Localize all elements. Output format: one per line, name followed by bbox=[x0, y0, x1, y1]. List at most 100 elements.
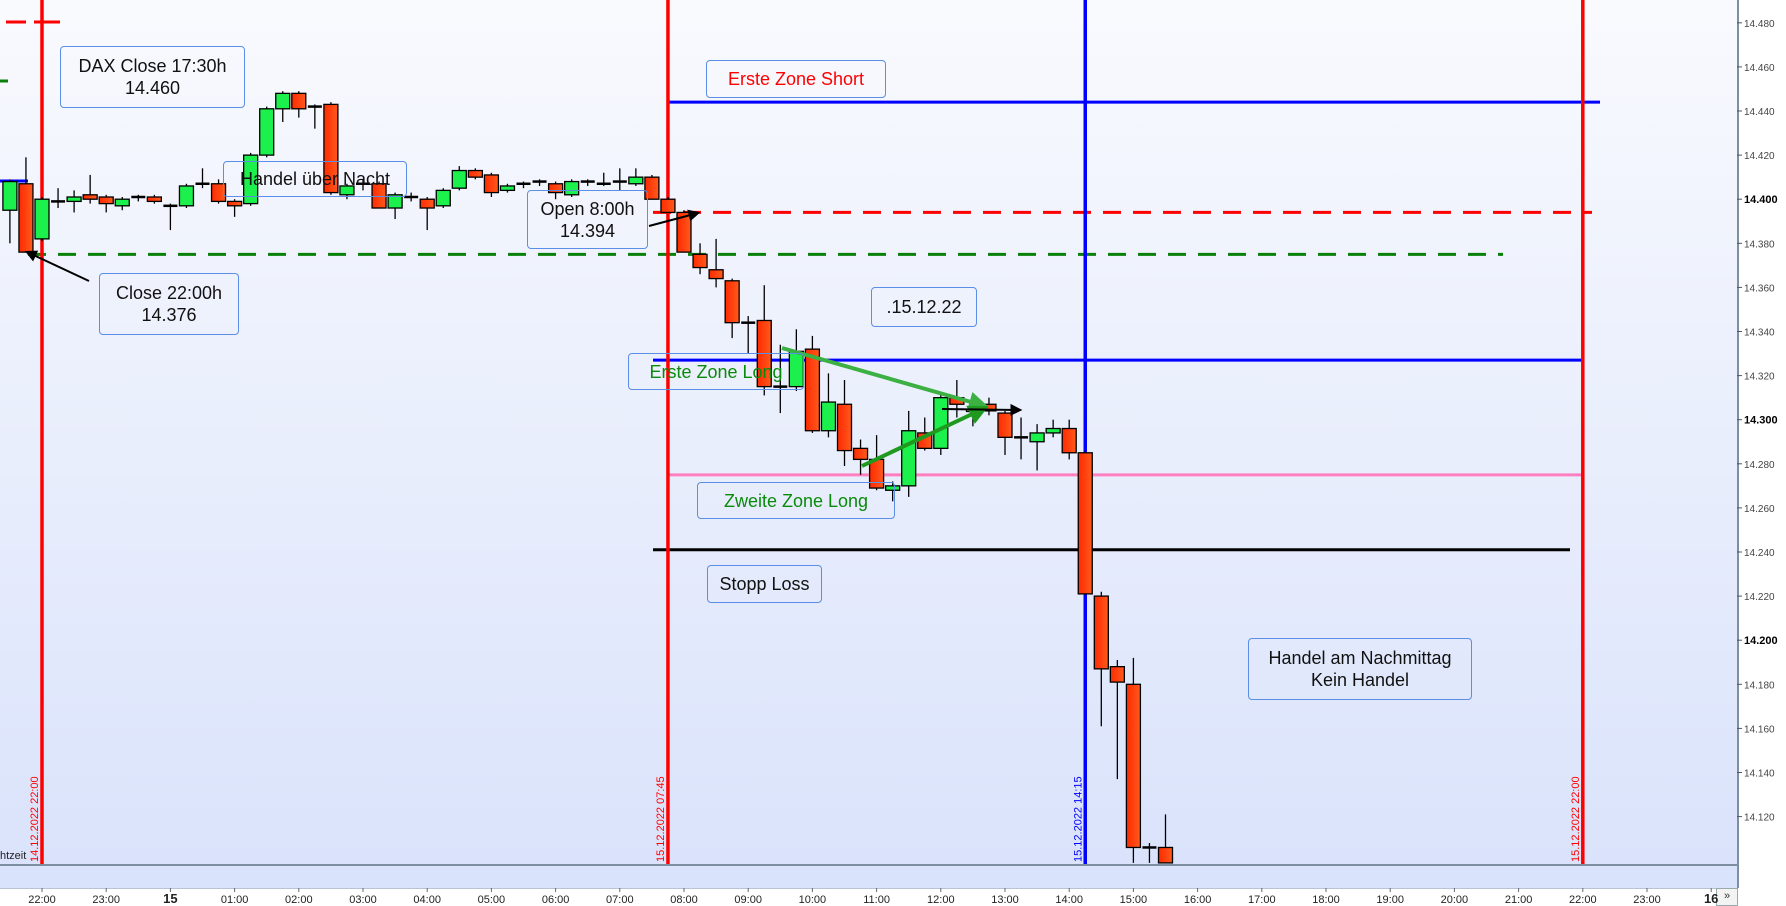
time-tick-label: 10:00 bbox=[799, 894, 827, 905]
candle[interactable] bbox=[933, 393, 949, 455]
candle[interactable] bbox=[820, 373, 837, 438]
candle[interactable] bbox=[1093, 591, 1109, 727]
candle[interactable] bbox=[532, 179, 547, 186]
candle[interactable] bbox=[628, 168, 644, 186]
time-tick-label: 11:00 bbox=[863, 894, 890, 905]
candle[interactable] bbox=[226, 199, 243, 217]
candle[interactable] bbox=[18, 157, 34, 253]
candle[interactable] bbox=[82, 174, 98, 204]
time-tick-label: 06:00 bbox=[542, 894, 570, 905]
candle[interactable] bbox=[98, 194, 114, 213]
trend-arrow-up[interactable] bbox=[861, 405, 989, 468]
candle[interactable] bbox=[291, 91, 307, 118]
candle[interactable] bbox=[564, 179, 580, 197]
candle[interactable] bbox=[596, 172, 611, 186]
candle-body-down bbox=[660, 198, 676, 214]
open-arrow[interactable] bbox=[648, 209, 701, 227]
candle[interactable] bbox=[483, 172, 500, 197]
candle[interactable] bbox=[692, 243, 708, 275]
note-short-zone-text: Erste Zone Short bbox=[727, 69, 865, 89]
candle[interactable] bbox=[1125, 657, 1142, 863]
candle-body-down bbox=[419, 198, 435, 209]
candle[interactable] bbox=[1109, 660, 1125, 780]
candle[interactable] bbox=[34, 196, 50, 242]
close-arrow[interactable] bbox=[24, 250, 90, 282]
candle[interactable] bbox=[146, 194, 163, 204]
candle[interactable] bbox=[467, 168, 484, 180]
note-dax-close[interactable]: DAX Close 17:30h 14.460 bbox=[60, 46, 245, 108]
candle[interactable] bbox=[804, 335, 821, 433]
candle[interactable] bbox=[1157, 814, 1174, 864]
candle[interactable] bbox=[1045, 419, 1061, 438]
candle[interactable] bbox=[371, 181, 387, 209]
candle-body-down bbox=[852, 447, 869, 461]
candle-body-up bbox=[628, 176, 644, 185]
note-short-zone[interactable]: Erste Zone Short bbox=[706, 60, 886, 98]
candle[interactable] bbox=[451, 166, 467, 191]
candle[interactable] bbox=[114, 196, 130, 211]
candle[interactable] bbox=[404, 192, 419, 202]
note-long-zone-1-text: Erste Zone Long bbox=[649, 361, 783, 382]
candle[interactable] bbox=[1142, 843, 1157, 863]
time-tick-label: 16:00 bbox=[1184, 894, 1212, 905]
candle[interactable] bbox=[1029, 424, 1045, 471]
note-open[interactable]: Open 8:00h 14.394 bbox=[527, 190, 648, 249]
candle[interactable] bbox=[323, 102, 339, 195]
candle[interactable] bbox=[2, 179, 18, 244]
candle[interactable] bbox=[741, 316, 756, 354]
note-overnight[interactable]: Handel über Nacht bbox=[223, 161, 407, 197]
note-long-zone-1[interactable]: Erste Zone Long bbox=[628, 353, 804, 390]
vertical-line-label: 15.12.2022 07:45 bbox=[655, 776, 667, 862]
candle-body-up bbox=[242, 154, 259, 205]
candle[interactable] bbox=[195, 168, 210, 189]
candle[interactable] bbox=[419, 196, 435, 231]
candle[interactable] bbox=[178, 183, 195, 209]
candle[interactable] bbox=[724, 278, 740, 339]
horizontal-arrow[interactable] bbox=[941, 403, 1023, 416]
candle[interactable] bbox=[644, 174, 660, 200]
candle[interactable] bbox=[66, 190, 82, 213]
price-tick-label: 14.440 bbox=[1744, 107, 1775, 118]
chart-scroll-panel[interactable] bbox=[0, 864, 1737, 888]
candle[interactable] bbox=[852, 439, 869, 475]
candle[interactable] bbox=[210, 179, 227, 204]
note-long-zone-2[interactable]: Zweite Zone Long bbox=[697, 482, 895, 519]
time-tick-label: 18:00 bbox=[1312, 894, 1340, 905]
candle[interactable] bbox=[259, 106, 275, 158]
candle[interactable] bbox=[997, 410, 1013, 455]
candle[interactable] bbox=[275, 91, 291, 123]
candle[interactable] bbox=[1077, 450, 1093, 595]
candle[interactable] bbox=[1014, 417, 1029, 460]
candle[interactable] bbox=[516, 181, 531, 189]
time-tick-label: 01:00 bbox=[221, 894, 249, 905]
candle-body-down bbox=[1077, 452, 1093, 595]
chart-plot-area[interactable] bbox=[0, 0, 1737, 864]
note-afternoon[interactable]: Handel am Nachmittag Kein Handel bbox=[1248, 638, 1472, 700]
trend-arrow-down[interactable] bbox=[781, 346, 989, 412]
candle[interactable] bbox=[499, 183, 516, 193]
candle-body-up bbox=[901, 430, 917, 487]
candle-body-down bbox=[146, 196, 163, 203]
time-tick-label: 15:00 bbox=[1120, 894, 1148, 905]
candle[interactable] bbox=[901, 410, 917, 497]
candle[interactable] bbox=[163, 203, 178, 231]
time-axis[interactable] bbox=[0, 888, 1737, 906]
candle[interactable] bbox=[1061, 419, 1077, 460]
candle[interactable] bbox=[580, 179, 595, 186]
candle[interactable] bbox=[307, 104, 322, 129]
note-date[interactable]: .15.12.22 bbox=[871, 287, 977, 327]
price-axis[interactable] bbox=[1737, 0, 1786, 888]
candle[interactable] bbox=[131, 194, 146, 202]
note-stop-loss[interactable]: Stopp Loss bbox=[707, 565, 822, 603]
note-close[interactable]: Close 22:00h 14.376 bbox=[99, 273, 239, 335]
candle[interactable] bbox=[836, 380, 853, 467]
candle[interactable] bbox=[51, 188, 66, 209]
candle-body-up bbox=[1045, 427, 1061, 434]
candle[interactable] bbox=[773, 344, 788, 414]
time-tick-label: 03:00 bbox=[349, 894, 377, 905]
candle[interactable] bbox=[612, 168, 627, 191]
candle[interactable] bbox=[356, 179, 370, 191]
candle[interactable] bbox=[435, 188, 451, 209]
candle[interactable] bbox=[708, 238, 724, 288]
candle[interactable] bbox=[660, 196, 676, 214]
